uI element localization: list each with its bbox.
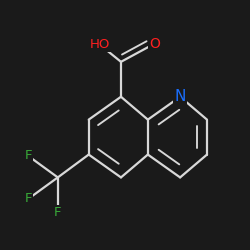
Text: N: N xyxy=(174,89,186,104)
Text: HO: HO xyxy=(89,38,110,51)
Text: F: F xyxy=(24,192,32,205)
Text: F: F xyxy=(24,150,32,162)
Text: F: F xyxy=(54,206,62,219)
Text: O: O xyxy=(149,37,160,51)
